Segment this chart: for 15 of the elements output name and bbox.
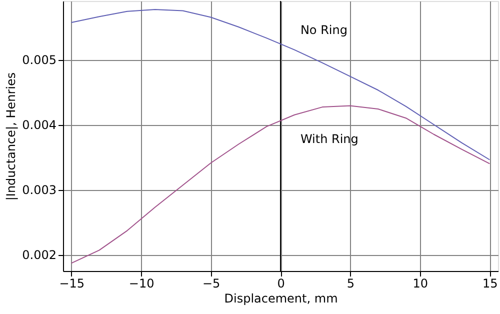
- x-axis-title: Displacement, mm: [224, 292, 338, 306]
- x-tick-label: 0: [277, 276, 285, 290]
- x-tick-label: −10: [128, 276, 154, 290]
- x-tick-label: 5: [346, 276, 355, 290]
- x-tick-label: 10: [412, 276, 428, 290]
- y-tick-label: 0.003: [22, 183, 56, 198]
- series-label: No Ring: [300, 22, 348, 37]
- series-label: With Ring: [300, 132, 358, 146]
- y-tick-label: 0.002: [22, 248, 56, 262]
- y-axis-title: |Inductance|, Henries: [4, 72, 18, 201]
- y-tick-label: 0.004: [22, 118, 56, 132]
- y-tick-label: 0.005: [22, 53, 56, 68]
- x-tick-label: 15: [482, 276, 498, 290]
- x-tick-label: −15: [59, 276, 85, 290]
- x-tick-label: −5: [202, 276, 220, 290]
